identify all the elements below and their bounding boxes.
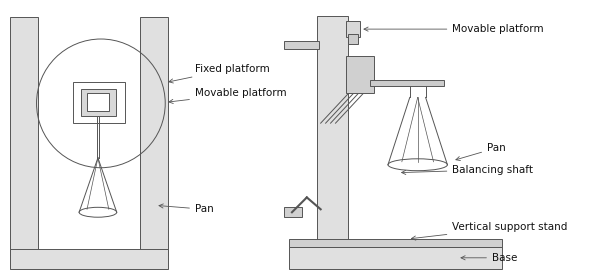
Bar [10,17,38,255]
Text: Pan: Pan [159,204,214,214]
Bar [140,17,168,255]
Bar [349,34,358,44]
Text: Balancing shaft: Balancing shaft [401,165,533,175]
Bar [81,88,116,116]
Text: Fixed platform: Fixed platform [169,64,269,83]
Bar [87,93,109,111]
Text: Movable platform: Movable platform [169,88,287,103]
Bar [346,56,374,93]
Text: Vertical support stand: Vertical support stand [412,222,568,240]
Bar [289,247,502,269]
Bar [284,207,302,217]
Text: Pan: Pan [456,143,506,161]
Bar [317,16,349,262]
Bar [10,249,168,269]
Text: Base: Base [461,253,517,263]
Bar [370,80,445,86]
Text: Movable platform: Movable platform [364,24,544,34]
Bar [289,239,502,247]
Bar [73,81,125,123]
Bar [284,41,319,49]
Bar [346,21,360,37]
